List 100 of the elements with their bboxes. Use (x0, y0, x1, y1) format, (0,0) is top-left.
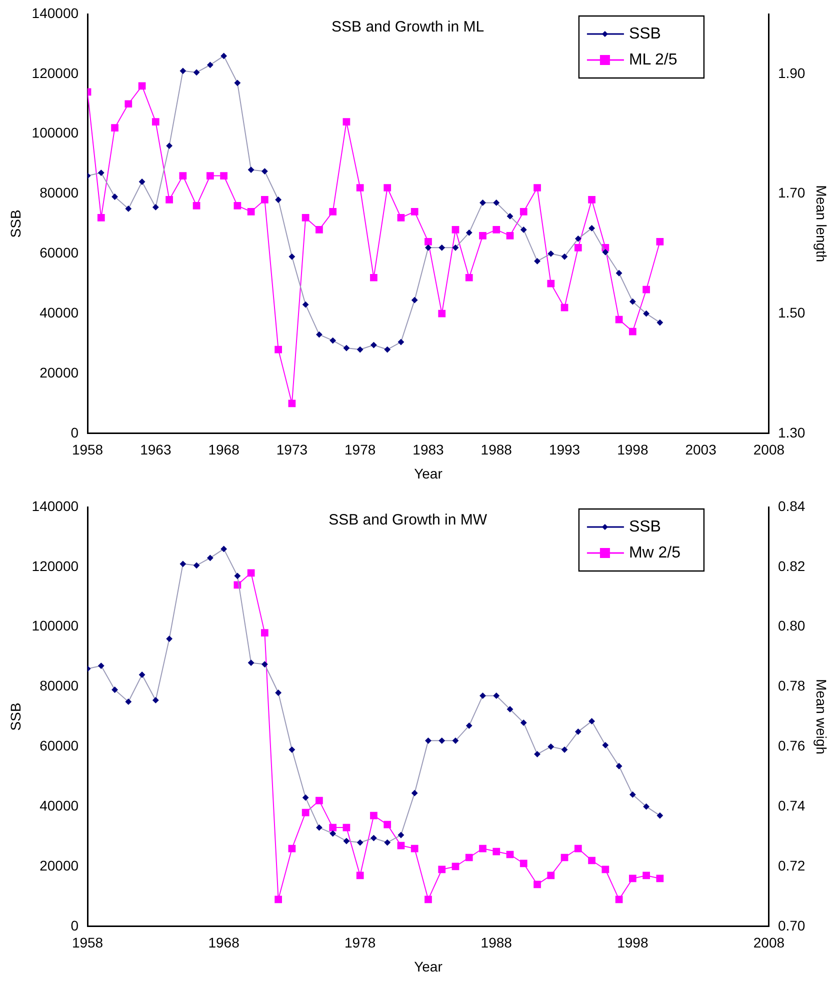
point (479, 232, 486, 240)
x-tick-label: 2008 (753, 442, 785, 458)
point (412, 790, 418, 796)
point (262, 661, 268, 668)
point (602, 249, 608, 256)
y2-tick-label: 1.30 (778, 424, 806, 440)
point (438, 738, 445, 744)
y-tick-label: 20000 (40, 857, 79, 874)
point (438, 866, 446, 874)
y2-tick-label: 0.78 (778, 678, 806, 694)
y-tick-label: 140000 (32, 498, 79, 514)
point (180, 560, 186, 567)
x-tick-label: 2008 (753, 934, 785, 951)
point (492, 226, 500, 234)
point (302, 794, 309, 801)
point (302, 808, 310, 816)
point (547, 280, 555, 288)
point (656, 874, 664, 882)
point (329, 208, 337, 216)
y-tick-label: 60000 (40, 738, 79, 754)
point (125, 698, 132, 705)
point (330, 830, 336, 837)
point (288, 400, 296, 408)
point (316, 332, 322, 338)
x-tick-label: 1993 (548, 442, 580, 458)
point (452, 244, 458, 251)
point (316, 824, 322, 831)
point (588, 856, 596, 864)
point (547, 872, 555, 880)
point (261, 196, 268, 204)
point (370, 812, 378, 820)
y2-tick-label: 1.70 (778, 184, 806, 201)
y2-tick-label: 0.80 (778, 618, 806, 634)
point (560, 304, 568, 312)
point (506, 232, 514, 240)
point (643, 310, 650, 317)
point (384, 346, 390, 353)
point (152, 204, 159, 210)
point (507, 213, 514, 220)
point (398, 339, 404, 346)
point (642, 872, 650, 880)
point (357, 840, 364, 846)
point (520, 226, 527, 233)
point (452, 226, 460, 234)
point (480, 692, 486, 699)
point (656, 812, 663, 819)
point (207, 62, 214, 68)
point (342, 118, 350, 126)
y2-axis-title: Mean weigh (814, 678, 830, 754)
point (643, 804, 650, 810)
x-tick-label: 1963 (140, 442, 172, 458)
y2-tick-label: 0.70 (778, 917, 806, 934)
y2-tick-label: 1.50 (778, 304, 806, 320)
point (452, 738, 458, 744)
point (630, 792, 636, 798)
y2-tick-label: 0.72 (778, 857, 806, 874)
point (534, 184, 541, 192)
point (616, 270, 622, 276)
point (438, 244, 445, 251)
point (370, 342, 377, 348)
point (248, 660, 254, 666)
point (220, 172, 228, 180)
point (302, 214, 310, 222)
point (465, 274, 473, 282)
point (111, 124, 118, 132)
point (628, 874, 636, 882)
point (615, 316, 623, 324)
y-tick-label: 120000 (32, 558, 79, 574)
point (206, 172, 214, 180)
point (248, 166, 254, 173)
point (575, 728, 582, 735)
point (179, 172, 187, 180)
point (288, 844, 296, 852)
y-tick-label: 60000 (40, 244, 79, 261)
point (507, 706, 514, 712)
point (356, 872, 364, 880)
point (466, 722, 472, 729)
y-tick-label: 40000 (40, 797, 79, 814)
point (125, 206, 132, 212)
point (384, 840, 390, 846)
point (275, 690, 282, 696)
x-tick-label: 1968 (208, 442, 240, 458)
y2-tick-label: 0.84 (778, 498, 806, 514)
y-tick-label: 40000 (40, 304, 79, 320)
point (207, 554, 214, 561)
x-tick-label: 2003 (685, 442, 717, 458)
point (492, 848, 500, 856)
y-axis-title: SSB (7, 210, 24, 238)
point (480, 200, 486, 206)
y-tick-label: 0 (70, 917, 79, 934)
x-axis-title: Year (414, 958, 443, 974)
point (112, 194, 118, 200)
point (194, 562, 200, 568)
point (329, 824, 337, 832)
point (194, 69, 200, 76)
point (588, 225, 595, 232)
point (112, 686, 118, 693)
y-tick-label: 140000 (32, 4, 79, 21)
y2-axis-title: Mean length (814, 185, 830, 262)
point (384, 184, 392, 192)
